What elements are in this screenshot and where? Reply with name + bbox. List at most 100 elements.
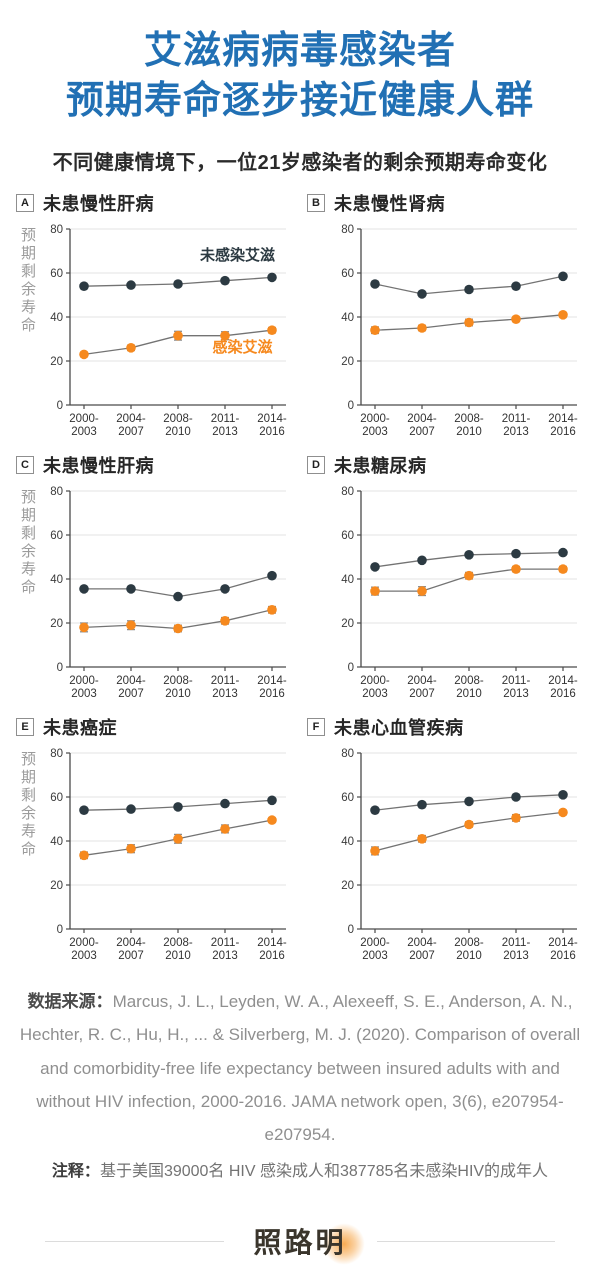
x-tick-label: 2016 (259, 426, 285, 438)
y-axis-label (305, 477, 329, 659)
chart-panel-f: F 未患心血管疾病 0 20 40 60 80 2000- 2003 2004- 2007 2008-… (305, 707, 592, 967)
x-tick-label: 2010 (165, 950, 191, 962)
data-point (220, 799, 230, 809)
x-tick-label: 2011- (211, 413, 240, 425)
data-point (79, 805, 89, 816)
x-tick-label: 2010 (456, 950, 482, 962)
x-tick-label: 2016 (550, 426, 576, 438)
panel-header: F 未患心血管疾病 (307, 715, 592, 739)
chart-panel-d: D 未患糖尿病 0 20 40 60 80 2000- 2003 2004- 2007 2008- 20… (305, 445, 592, 705)
data-point (220, 276, 230, 286)
axes: 0 20 40 60 80 2000-2003 2004-2007 2008-2010 2011… (341, 748, 578, 962)
series-infected (79, 605, 277, 634)
axes: 0 20 40 60 80 2000-2003 2004-2007 2008-2010 2011… (50, 748, 287, 962)
chart-canvas-a: 0 20 40 60 80 2000-2003 2004-2007 2008-2010 2011… (50, 224, 287, 438)
x-tick-label: 2013 (503, 426, 529, 438)
chart-panel-e: E 未患癌症 预期剩余寿命 0 20 40 60 80 2000- 2003 2004- 2007 20… (14, 707, 301, 967)
x-tick-label: 2008- (163, 413, 193, 425)
data-point (173, 279, 183, 290)
x-tick-label: 2010 (456, 688, 482, 700)
x-tick-label: 2010 (456, 426, 482, 438)
y-tick-label: 40 (50, 312, 63, 324)
data-point (370, 846, 380, 857)
axes: 0 20 40 60 80 2000-2003 2004-2007 2008-2010 2011… (50, 486, 287, 700)
x-tick-label: 2003 (362, 426, 388, 438)
data-point (511, 792, 521, 803)
data-point (511, 813, 521, 824)
data-point (79, 584, 89, 595)
x-tick-label: 2004- (116, 675, 146, 687)
logo-text: 照路明 (253, 1226, 347, 1260)
note: 注释：基于美国39000名 HIV 感染成人和387785名未感染HIV的成年人 (18, 1157, 583, 1181)
series-line (374, 812, 564, 852)
x-tick-label: 2003 (71, 426, 97, 438)
page-title-line2: 预期寿命逐步接近健康人群 (65, 80, 534, 123)
x-tick-label: 2011- (502, 675, 531, 687)
data-point (126, 804, 136, 815)
x-tick-label: 2010 (165, 688, 191, 700)
y-tick-label: 60 (341, 530, 354, 542)
gridlines (361, 228, 577, 362)
source-label: 数据来源： (27, 992, 113, 1012)
y-tick-label: 60 (50, 268, 63, 280)
x-tick-label: 2016 (550, 950, 576, 962)
data-point (370, 562, 380, 573)
data-point (173, 624, 183, 634)
x-tick-label: 2011- (211, 675, 240, 687)
y-tick-label: 0 (57, 924, 63, 936)
x-tick-label: 2004- (407, 675, 437, 687)
panel-letter-box: A (16, 194, 34, 213)
chart-canvas-e: 0 20 40 60 80 2000-2003 2004-2007 2008-2010 2011… (50, 748, 287, 962)
data-point (267, 325, 277, 336)
data-point (370, 586, 380, 597)
y-tick-label: 20 (341, 356, 354, 368)
x-tick-label: 2000- (69, 675, 99, 687)
x-tick-label: 2007 (409, 688, 435, 700)
panel-body: 预期剩余寿命 0 20 40 60 80 2000- 2003 2004- 2007 2008- 20… (14, 477, 301, 705)
data-point (79, 281, 89, 292)
x-tick-label: 2004- (116, 413, 146, 425)
note-label: 注释： (51, 1163, 100, 1181)
y-tick-label: 20 (341, 618, 354, 630)
x-tick-label: 2014- (257, 937, 287, 949)
x-tick-label: 2000- (360, 675, 390, 687)
series-infected (370, 807, 568, 857)
y-tick-label: 20 (50, 880, 63, 892)
x-tick-label: 2000- (69, 413, 99, 425)
data-point (417, 800, 427, 810)
data-point (558, 564, 568, 575)
gridlines (70, 490, 286, 624)
y-tick-label: 80 (341, 486, 354, 498)
x-tick-label: 2000- (360, 937, 390, 949)
x-tick-label: 2014- (548, 413, 578, 425)
y-tick-label: 0 (348, 662, 354, 674)
x-tick-label: 2003 (71, 950, 97, 962)
data-point (511, 281, 521, 292)
data-point (511, 549, 521, 559)
data-point (417, 323, 427, 334)
x-tick-label: 2014- (548, 675, 578, 687)
x-tick-label: 2014- (257, 413, 287, 425)
data-point (558, 310, 568, 320)
gridlines (70, 752, 286, 886)
x-tick-label: 2014- (548, 937, 578, 949)
data-point (464, 285, 474, 295)
chart-panel-b: B 未患慢性肾病 0 20 40 60 80 2000- 2003 2004- 2007 2008- 2… (305, 183, 592, 443)
data-point (173, 834, 183, 844)
x-tick-label: 2010 (165, 426, 191, 438)
chart-canvas-b: 0 20 40 60 80 2000-2003 2004-2007 2008-2010 2011… (341, 224, 578, 438)
data-point (220, 584, 230, 595)
y-tick-label: 60 (50, 530, 63, 542)
page-title: 艾滋病病毒感染者 预期寿命逐步接近健康人群 (0, 26, 600, 126)
data-point (464, 318, 474, 328)
panel-header: D 未患糖尿病 (307, 453, 592, 477)
panel-header: A 未患慢性肝病 (16, 191, 301, 215)
axes: 0 20 40 60 80 2000-2003 2004-2007 2008-2010 2011… (50, 224, 287, 438)
panel-body: 0 20 40 60 80 2000- 2003 2004- 2007 2008- 2010 2011… (305, 477, 592, 705)
x-tick-label: 2016 (259, 950, 285, 962)
x-tick-label: 2007 (118, 688, 144, 700)
data-point (267, 272, 277, 283)
y-tick-label: 80 (50, 224, 63, 236)
divider-line-left (45, 1240, 224, 1242)
